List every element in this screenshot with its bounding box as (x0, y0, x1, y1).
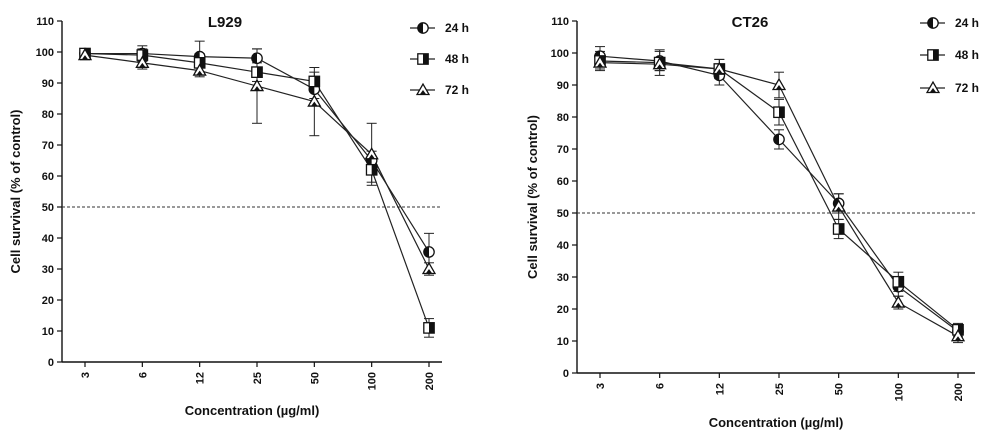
data-point-72h-fill (656, 64, 663, 69)
x-axis-label: Concentration (µg/ml) (709, 415, 844, 430)
legend-item: 72 h (410, 82, 469, 97)
data-point-48h-fill (429, 322, 435, 334)
y-tick-label: 100 (36, 47, 54, 59)
y-tick-label: 70 (557, 144, 569, 156)
y-tick-label: 90 (42, 78, 54, 90)
x-tick-label: 200 (424, 372, 436, 390)
chart-title: CT26 (732, 14, 769, 31)
y-tick-label: 70 (42, 140, 54, 152)
data-point-48h-fill (257, 66, 263, 78)
y-tick-label: 10 (42, 326, 54, 338)
x-tick-label: 50 (834, 383, 846, 395)
legend-label: 24 h (955, 16, 979, 30)
legend-label: 48 h (445, 52, 469, 66)
x-tick-label: 25 (252, 372, 264, 384)
data-point-72h-fill (368, 154, 375, 159)
legend-marker-fill (927, 17, 933, 29)
data-point-72h-fill (835, 206, 842, 212)
legend-label: 24 h (445, 21, 469, 35)
data-point-72h-fill (253, 86, 261, 91)
legend-marker-fill (933, 49, 939, 61)
x-tick-label: 6 (137, 372, 149, 378)
y-axis-label: Cell survival (% of control) (525, 115, 540, 279)
y-tick-label: 90 (557, 80, 569, 92)
y-axis-label: Cell survival (% of control) (8, 110, 23, 274)
data-point-48h-fill (958, 324, 964, 335)
data-point-72h-fill (775, 85, 783, 90)
data-point-24h-fill (251, 53, 257, 64)
legend-item: 48 h (410, 52, 469, 66)
y-tick-label: 80 (557, 112, 569, 124)
chart-panel-ct26: 0 10 20 30 40 50 60 70 80 90 100 110 3 6 12 25 50 100 200 C… (525, 14, 979, 430)
legend-item: 24 h (410, 21, 469, 35)
y-tick-label: 20 (42, 295, 54, 307)
x-tick-label: 3 (80, 372, 92, 378)
y-tick-label: 60 (557, 176, 569, 188)
data-point-72h-fill (311, 101, 318, 107)
chart-title: L929 (208, 14, 242, 31)
data-point-72h-fill (139, 62, 146, 68)
y-tick-label: 40 (557, 240, 569, 252)
y-tick-label: 20 (557, 304, 569, 316)
y-tick-label: 100 (551, 48, 569, 60)
data-point-48h-fill (199, 57, 205, 69)
data-point-48h-fill (898, 276, 904, 287)
y-tick-label: 80 (42, 109, 54, 121)
x-axis-label: Concentration (µg/ml) (185, 403, 320, 418)
y-tick-label: 10 (557, 336, 569, 348)
x-tick-label: 25 (774, 383, 786, 395)
y-tick-label: 60 (42, 171, 54, 183)
legend-marker-fill (419, 90, 427, 95)
data-point-72h-fill (596, 62, 604, 68)
legend-item: 72 h (920, 80, 979, 95)
y-tick-label: 30 (557, 272, 569, 284)
data-point-72h-fill (716, 69, 723, 74)
data-point-72h-fill (425, 269, 433, 274)
data-point-72h-fill (954, 336, 962, 341)
data-point-24h-fill (423, 246, 429, 258)
data-point-48h-fill (314, 76, 320, 87)
y-tick-label: 30 (42, 264, 54, 276)
data-point-72h-fill (196, 70, 203, 76)
x-tick-label: 100 (893, 383, 905, 401)
legend-label: 72 h (955, 81, 979, 95)
legend-label: 48 h (955, 48, 979, 62)
data-point-48h-fill (779, 107, 785, 118)
x-tick-label: 6 (655, 383, 667, 389)
y-tick-label: 50 (557, 208, 569, 220)
legend-marker-fill (423, 53, 429, 65)
legend-label: 72 h (445, 83, 469, 97)
data-point-72h-fill (81, 55, 89, 60)
data-point-24h-fill (773, 134, 779, 145)
x-tick-label: 3 (595, 383, 607, 389)
legend-marker-fill (929, 88, 937, 93)
legend-item: 24 h (920, 16, 979, 30)
x-tick-label: 50 (309, 372, 321, 384)
data-point-48h-fill (371, 164, 377, 175)
y-tick-label: 110 (551, 16, 569, 28)
x-tick-label: 100 (367, 372, 379, 390)
y-tick-label: 110 (36, 16, 54, 28)
data-point-48h-fill (142, 49, 148, 61)
data-point-48h-fill (838, 223, 844, 235)
legend-marker-fill (417, 22, 423, 34)
data-point-72h-fill (895, 302, 902, 308)
x-tick-label: 200 (953, 383, 965, 401)
y-tick-label: 0 (563, 368, 569, 380)
y-tick-label: 0 (48, 357, 54, 369)
y-tick-label: 50 (42, 202, 54, 214)
y-tick-label: 40 (42, 233, 54, 245)
x-tick-label: 12 (714, 383, 726, 395)
chart-panel-l929: 0 10 20 30 40 50 60 70 80 90 100 110 3 6 12 25 50 100 200 L… (8, 14, 469, 418)
x-tick-label: 12 (195, 372, 207, 384)
legend-item: 48 h (920, 48, 979, 62)
